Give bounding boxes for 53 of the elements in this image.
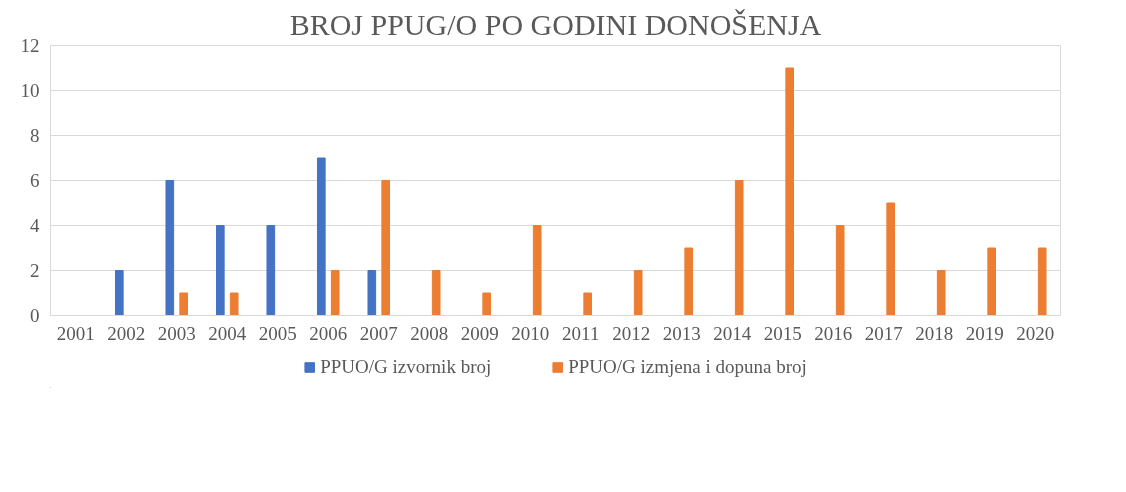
y-tick-label: 10	[20, 80, 40, 101]
x-tick-label: 2015	[763, 322, 802, 344]
x-tick-label: 2010	[511, 322, 550, 344]
x-tick-label: 2013	[662, 322, 701, 344]
x-tick-label: 2014	[713, 322, 752, 344]
x-tick-label: 2017	[864, 322, 903, 344]
y-tick-label: 8	[30, 125, 40, 146]
x-tick-label: 2009	[460, 322, 499, 344]
bar	[431, 270, 441, 316]
x-tick-label: 2011	[562, 322, 600, 344]
x-tick-label: 2019	[965, 322, 1004, 344]
bar	[367, 270, 377, 316]
x-tick-label: 2001	[56, 322, 95, 344]
x-tick-label: 2007	[359, 322, 398, 344]
bar	[734, 180, 744, 316]
bar	[229, 292, 239, 316]
x-tick-label: 2002	[107, 322, 146, 344]
y-tick-label: 0	[30, 305, 40, 326]
x-tick-label: 2004	[208, 322, 247, 344]
bar	[532, 225, 542, 316]
bar	[114, 270, 124, 316]
y-tick-label: 6	[30, 170, 40, 191]
legend-label: PPUO/G izvornik broj	[320, 356, 492, 378]
x-tick-label: 2005	[258, 322, 297, 344]
bar	[381, 180, 391, 316]
x-tick-label: 2018	[915, 322, 954, 344]
bar	[936, 270, 946, 316]
bar	[785, 67, 795, 316]
x-tick-label: 2008	[410, 322, 449, 344]
x-tick-label: 2006	[309, 322, 348, 344]
bar	[633, 270, 643, 316]
bar	[583, 292, 593, 316]
bar	[482, 292, 492, 316]
bar	[165, 180, 175, 316]
x-tick-label: 2016	[814, 322, 853, 344]
chart-title: BROJ PPUG/O PO GODINI DONOŠENJA	[289, 7, 822, 41]
bar	[987, 247, 997, 316]
bar	[684, 247, 694, 316]
x-tick-label: 2012	[612, 322, 651, 344]
bar	[316, 157, 326, 316]
x-tick-label: 2003	[157, 322, 196, 344]
bar	[179, 292, 189, 316]
legend-label: PPUO/G izmjena i dopuna broj	[568, 356, 807, 378]
bar	[835, 225, 845, 316]
bar	[330, 270, 340, 316]
bar	[266, 225, 276, 316]
bar	[215, 225, 225, 316]
x-tick-label: 2020	[1016, 322, 1055, 344]
bar	[886, 202, 896, 316]
y-tick-label: 4	[30, 215, 40, 236]
y-tick-label: 12	[20, 35, 40, 56]
y-tick-label: 2	[30, 260, 40, 281]
bar	[1037, 247, 1047, 316]
